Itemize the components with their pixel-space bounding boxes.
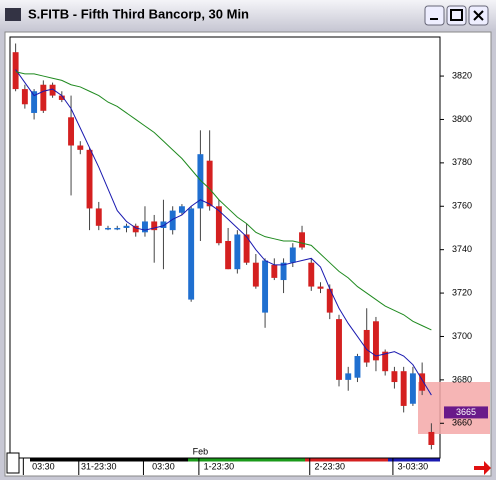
maximize-icon <box>450 9 463 21</box>
window-title: S.FITB - Fifth Third Bancorp, 30 Min <box>28 6 249 21</box>
candle-body <box>252 262 259 287</box>
y-tick-label: 3720 <box>452 287 472 297</box>
candle-body <box>215 206 222 244</box>
candle-body <box>142 221 148 233</box>
x-tick-label: 31-23:30 <box>81 461 117 471</box>
y-tick-label: 3780 <box>452 157 472 167</box>
candle-body <box>280 262 287 281</box>
candle-body <box>123 225 130 228</box>
y-tick-label: 3760 <box>452 201 472 211</box>
x-annotation: Feb <box>193 446 209 456</box>
candle-body <box>400 371 407 406</box>
candle-body <box>86 149 93 209</box>
candle-body <box>105 227 111 230</box>
candle-body <box>151 221 158 231</box>
app-icon <box>5 8 21 21</box>
candle-body <box>58 95 65 100</box>
minimize-icon <box>430 18 438 20</box>
y-tick-label: 3660 <box>452 418 472 428</box>
close-icon <box>473 10 484 21</box>
title-bar <box>0 0 496 30</box>
y-tick-label: 3820 <box>452 70 472 80</box>
candle-body <box>409 373 416 404</box>
candle-body <box>345 373 352 380</box>
candle-body <box>12 52 19 90</box>
window-buttons[interactable] <box>424 5 489 26</box>
candle-body <box>419 373 426 391</box>
candle-body <box>49 84 56 96</box>
candle-body <box>169 210 176 231</box>
candle-body <box>178 206 185 213</box>
y-tick-label: 3680 <box>452 374 472 384</box>
candle-body <box>206 160 213 207</box>
scroll-box[interactable] <box>6 452 20 474</box>
candle-body <box>428 431 435 445</box>
candle-body <box>77 145 84 150</box>
candle-body <box>299 232 305 248</box>
candle-body <box>289 247 296 263</box>
candle-body <box>354 356 361 378</box>
moving-average <box>15 69 432 396</box>
candle-body <box>243 234 250 263</box>
candle-body <box>188 208 195 300</box>
candle-body <box>31 91 38 113</box>
moving-average <box>15 71 432 331</box>
candle-body <box>21 89 28 105</box>
candle-body <box>271 264 278 278</box>
candle-body <box>68 117 75 146</box>
candle-body <box>372 321 379 361</box>
x-tick-label: 1-23:30 <box>204 461 235 471</box>
candle-body <box>40 84 47 111</box>
plot-area <box>9 36 441 459</box>
candle-body <box>225 240 232 270</box>
candle-body <box>132 225 139 233</box>
candle-body <box>336 319 342 380</box>
x-tick-label: 03:30 <box>152 461 175 471</box>
candle-body <box>114 227 121 230</box>
x-tick-label: 2-23:30 <box>314 461 345 471</box>
maximize-button[interactable] <box>446 5 467 26</box>
candle-body <box>382 351 389 372</box>
candle-body <box>326 288 333 313</box>
y-tick-label: 3740 <box>452 244 472 254</box>
candle-body <box>391 371 398 383</box>
candle-body <box>95 208 102 226</box>
candle-body <box>234 234 241 270</box>
candle-body <box>308 262 315 287</box>
y-tick-label: 3700 <box>452 331 472 341</box>
minimize-button[interactable] <box>424 5 445 26</box>
last-price-label: 3665 <box>456 407 476 417</box>
candle-body <box>160 221 167 228</box>
candle-body <box>317 286 324 289</box>
scroll-arrow[interactable] <box>474 461 491 475</box>
x-tick-label: 03:30 <box>32 461 55 471</box>
x-tick-label: 3-03:30 <box>398 461 429 471</box>
candle-body <box>197 154 204 209</box>
candle-body <box>363 329 370 363</box>
candle-body <box>262 260 269 313</box>
y-tick-label: 3800 <box>452 114 472 124</box>
last-price-box <box>444 406 488 419</box>
